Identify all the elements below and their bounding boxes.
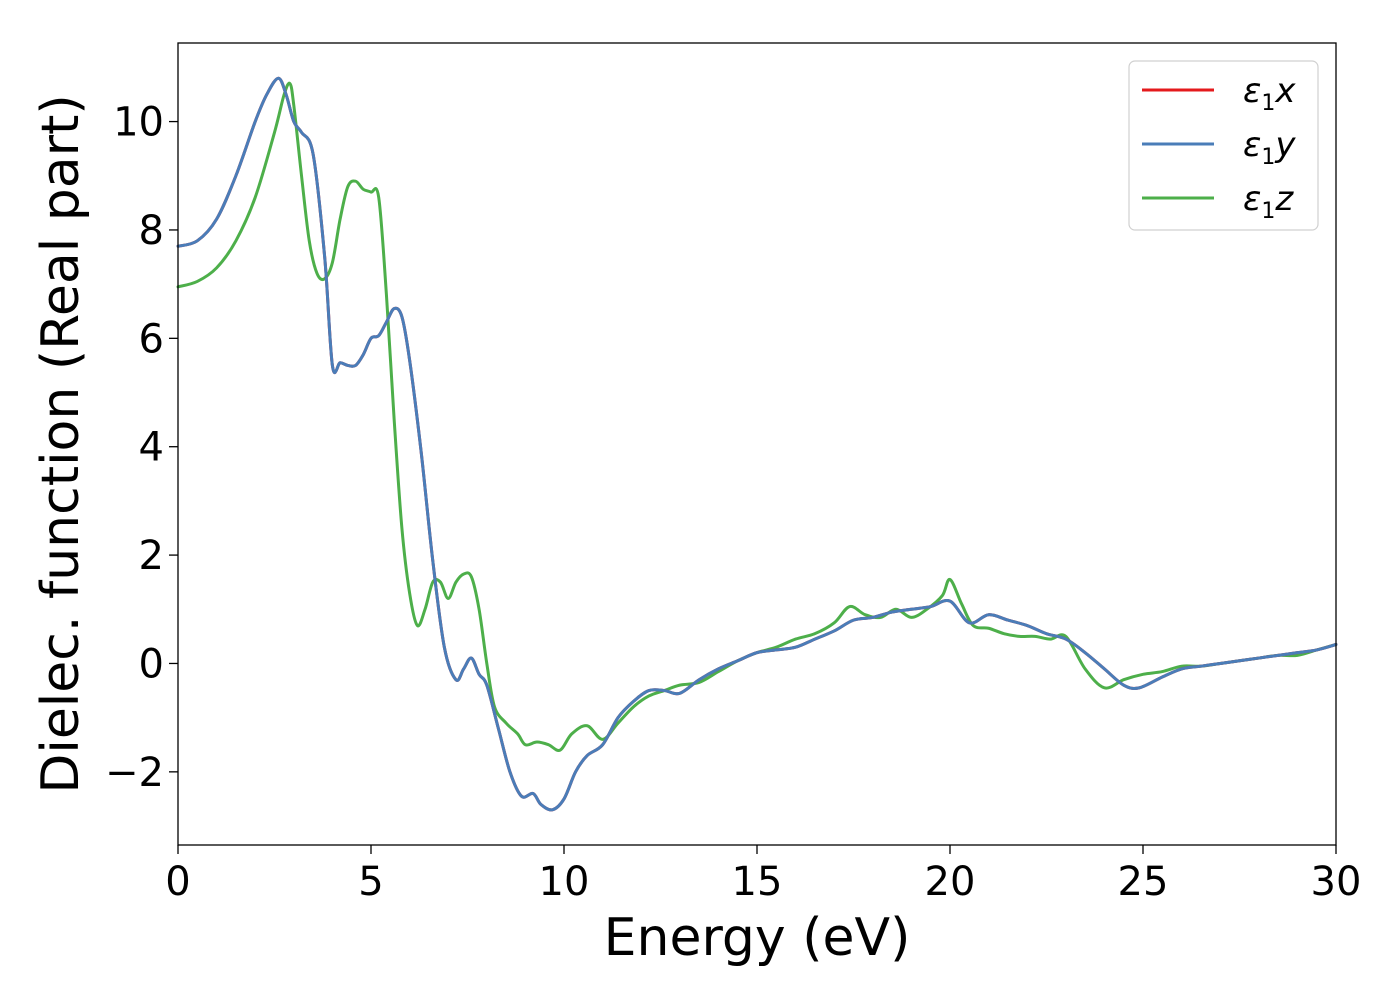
y-tick-label: −2 — [105, 750, 164, 796]
series-layer — [176, 76, 1338, 812]
x-axis: 0 5 10 15 20 25 30 — [165, 845, 1361, 905]
x-tick-label: 5 — [358, 859, 383, 905]
x-axis-label: Energy (eV) — [604, 908, 911, 968]
x-tick-label: 30 — [1311, 859, 1362, 905]
y-axis-label: Dielec. function (Real part) — [31, 94, 91, 793]
y-tick-label: 10 — [113, 100, 164, 146]
legend-label-x: ε1x — [1243, 71, 1296, 116]
legend-label-y: ε1y — [1243, 125, 1296, 170]
y-tick-label: 0 — [139, 641, 164, 687]
x-tick-label: 10 — [539, 859, 590, 905]
legend-items: ε1x ε1y ε1z — [1142, 71, 1296, 224]
y-tick-label: 2 — [139, 533, 164, 579]
y-tick-label: 6 — [139, 316, 164, 362]
x-tick-label: 0 — [165, 859, 190, 905]
y-tick-label: 4 — [139, 425, 164, 471]
x-tick-label: 15 — [732, 859, 783, 905]
y-axis: −2 0 2 4 6 8 10 — [105, 100, 178, 796]
x-tick-label: 20 — [925, 859, 976, 905]
legend: ε1x ε1y ε1z — [1128, 60, 1319, 231]
x-tick-label: 25 — [1118, 859, 1169, 905]
legend-box — [1128, 60, 1319, 231]
legend-label-z: ε1z — [1243, 179, 1294, 224]
y-tick-label: 8 — [139, 208, 164, 254]
series-line-y — [176, 76, 1338, 812]
